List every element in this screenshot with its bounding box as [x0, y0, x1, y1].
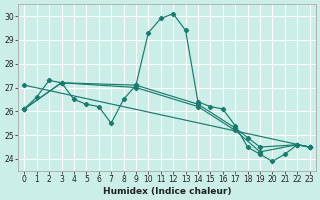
X-axis label: Humidex (Indice chaleur): Humidex (Indice chaleur) — [103, 187, 231, 196]
